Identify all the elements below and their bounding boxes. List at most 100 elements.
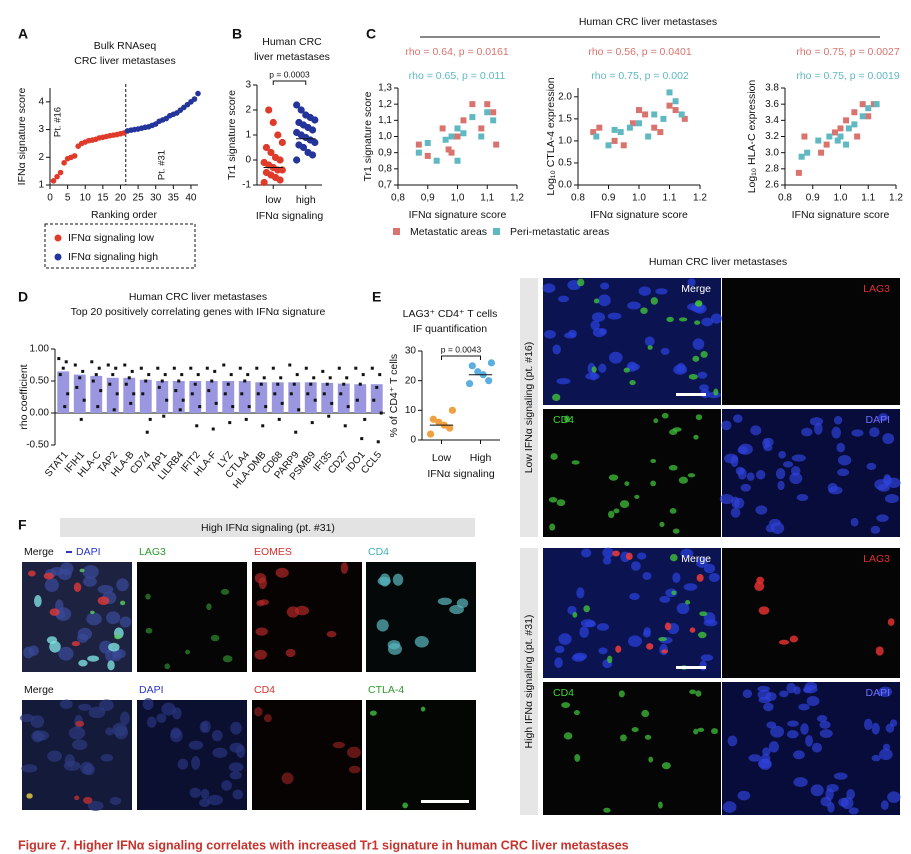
scale-bar: [676, 393, 706, 396]
cell: [108, 642, 120, 652]
point: [343, 424, 347, 428]
point: [295, 373, 299, 377]
point: [851, 109, 858, 116]
x-tick-label: 0,8: [391, 193, 405, 204]
cell: [696, 573, 704, 582]
annotation: Pt. #31: [157, 150, 168, 180]
scale-bar: [676, 666, 706, 669]
y-tick-label: 1.0: [558, 136, 572, 147]
y-tick-label: 2: [38, 152, 44, 163]
cell: [625, 552, 633, 561]
point: [57, 357, 61, 361]
bar: [90, 375, 103, 413]
point: [415, 149, 422, 156]
point: [130, 369, 134, 373]
y-tick-label: 0: [245, 155, 251, 166]
cell: [758, 758, 772, 770]
point: [302, 111, 310, 119]
cell: [79, 568, 85, 573]
point: [172, 366, 176, 370]
cell: [437, 597, 452, 606]
cell: [875, 646, 884, 656]
point: [376, 440, 380, 444]
point: [240, 392, 244, 396]
cell: [603, 807, 611, 813]
point: [274, 131, 282, 139]
cell: [624, 481, 630, 486]
cell: [659, 595, 671, 603]
point: [108, 382, 112, 386]
cell: [883, 474, 892, 486]
cell: [49, 608, 60, 616]
point: [61, 366, 65, 370]
cell: [612, 550, 620, 557]
cell: [879, 748, 893, 761]
cell: [78, 659, 88, 667]
cell: [188, 740, 204, 750]
cell: [402, 802, 408, 809]
cell: [596, 623, 610, 631]
cell: [650, 458, 657, 464]
point: [823, 141, 830, 148]
point: [304, 366, 308, 370]
channel-label: CD4: [553, 414, 574, 426]
cell: [793, 686, 801, 695]
micrograph: [137, 562, 247, 672]
cell: [44, 578, 59, 593]
point: [82, 398, 86, 402]
cell: [700, 654, 714, 662]
point: [854, 133, 861, 140]
point: [177, 379, 181, 383]
y-tick-label: 4: [38, 96, 44, 107]
cell: [648, 756, 654, 763]
cell: [112, 722, 128, 737]
cell: [254, 649, 267, 660]
point: [379, 411, 383, 415]
cell: [811, 742, 823, 753]
channel-label: LAG3: [863, 553, 890, 565]
y-tick-label: 2.8: [765, 163, 779, 174]
cell: [763, 444, 773, 452]
point: [205, 366, 209, 370]
cell: [758, 606, 770, 615]
y-tick-label: 2: [245, 105, 251, 116]
cell: [770, 725, 785, 738]
cell: [286, 606, 300, 618]
cell: [763, 437, 774, 447]
point: [58, 373, 62, 377]
point: [293, 101, 301, 109]
cell: [109, 796, 122, 805]
cell: [722, 801, 737, 813]
cell: [769, 518, 781, 527]
cell: [201, 720, 211, 733]
cell: [658, 801, 663, 809]
cell: [554, 645, 565, 654]
scale-bar: [421, 800, 469, 803]
point: [163, 373, 167, 377]
y-tick-label: -0.50: [26, 440, 49, 451]
y-axis-label: Tr1 signature score: [362, 91, 374, 181]
point: [446, 424, 454, 432]
point: [78, 376, 82, 380]
bar: [238, 381, 251, 413]
cell: [699, 611, 708, 617]
annotation: rho = 0.75, p = 0.0019: [796, 70, 899, 82]
cell: [672, 528, 680, 534]
point: [312, 376, 316, 380]
cell: [848, 807, 859, 815]
point: [448, 133, 455, 140]
chart-title: IF quantification: [413, 323, 487, 335]
x-axis-label: IFNα signature score: [590, 209, 688, 221]
cell: [836, 442, 846, 453]
cell: [120, 600, 126, 606]
cell: [552, 344, 561, 355]
point: [666, 102, 673, 109]
cell: [263, 714, 272, 723]
bar: [337, 383, 350, 413]
point: [795, 169, 802, 176]
point: [474, 368, 482, 376]
point: [276, 382, 280, 386]
point: [818, 149, 825, 156]
cell: [810, 784, 824, 797]
